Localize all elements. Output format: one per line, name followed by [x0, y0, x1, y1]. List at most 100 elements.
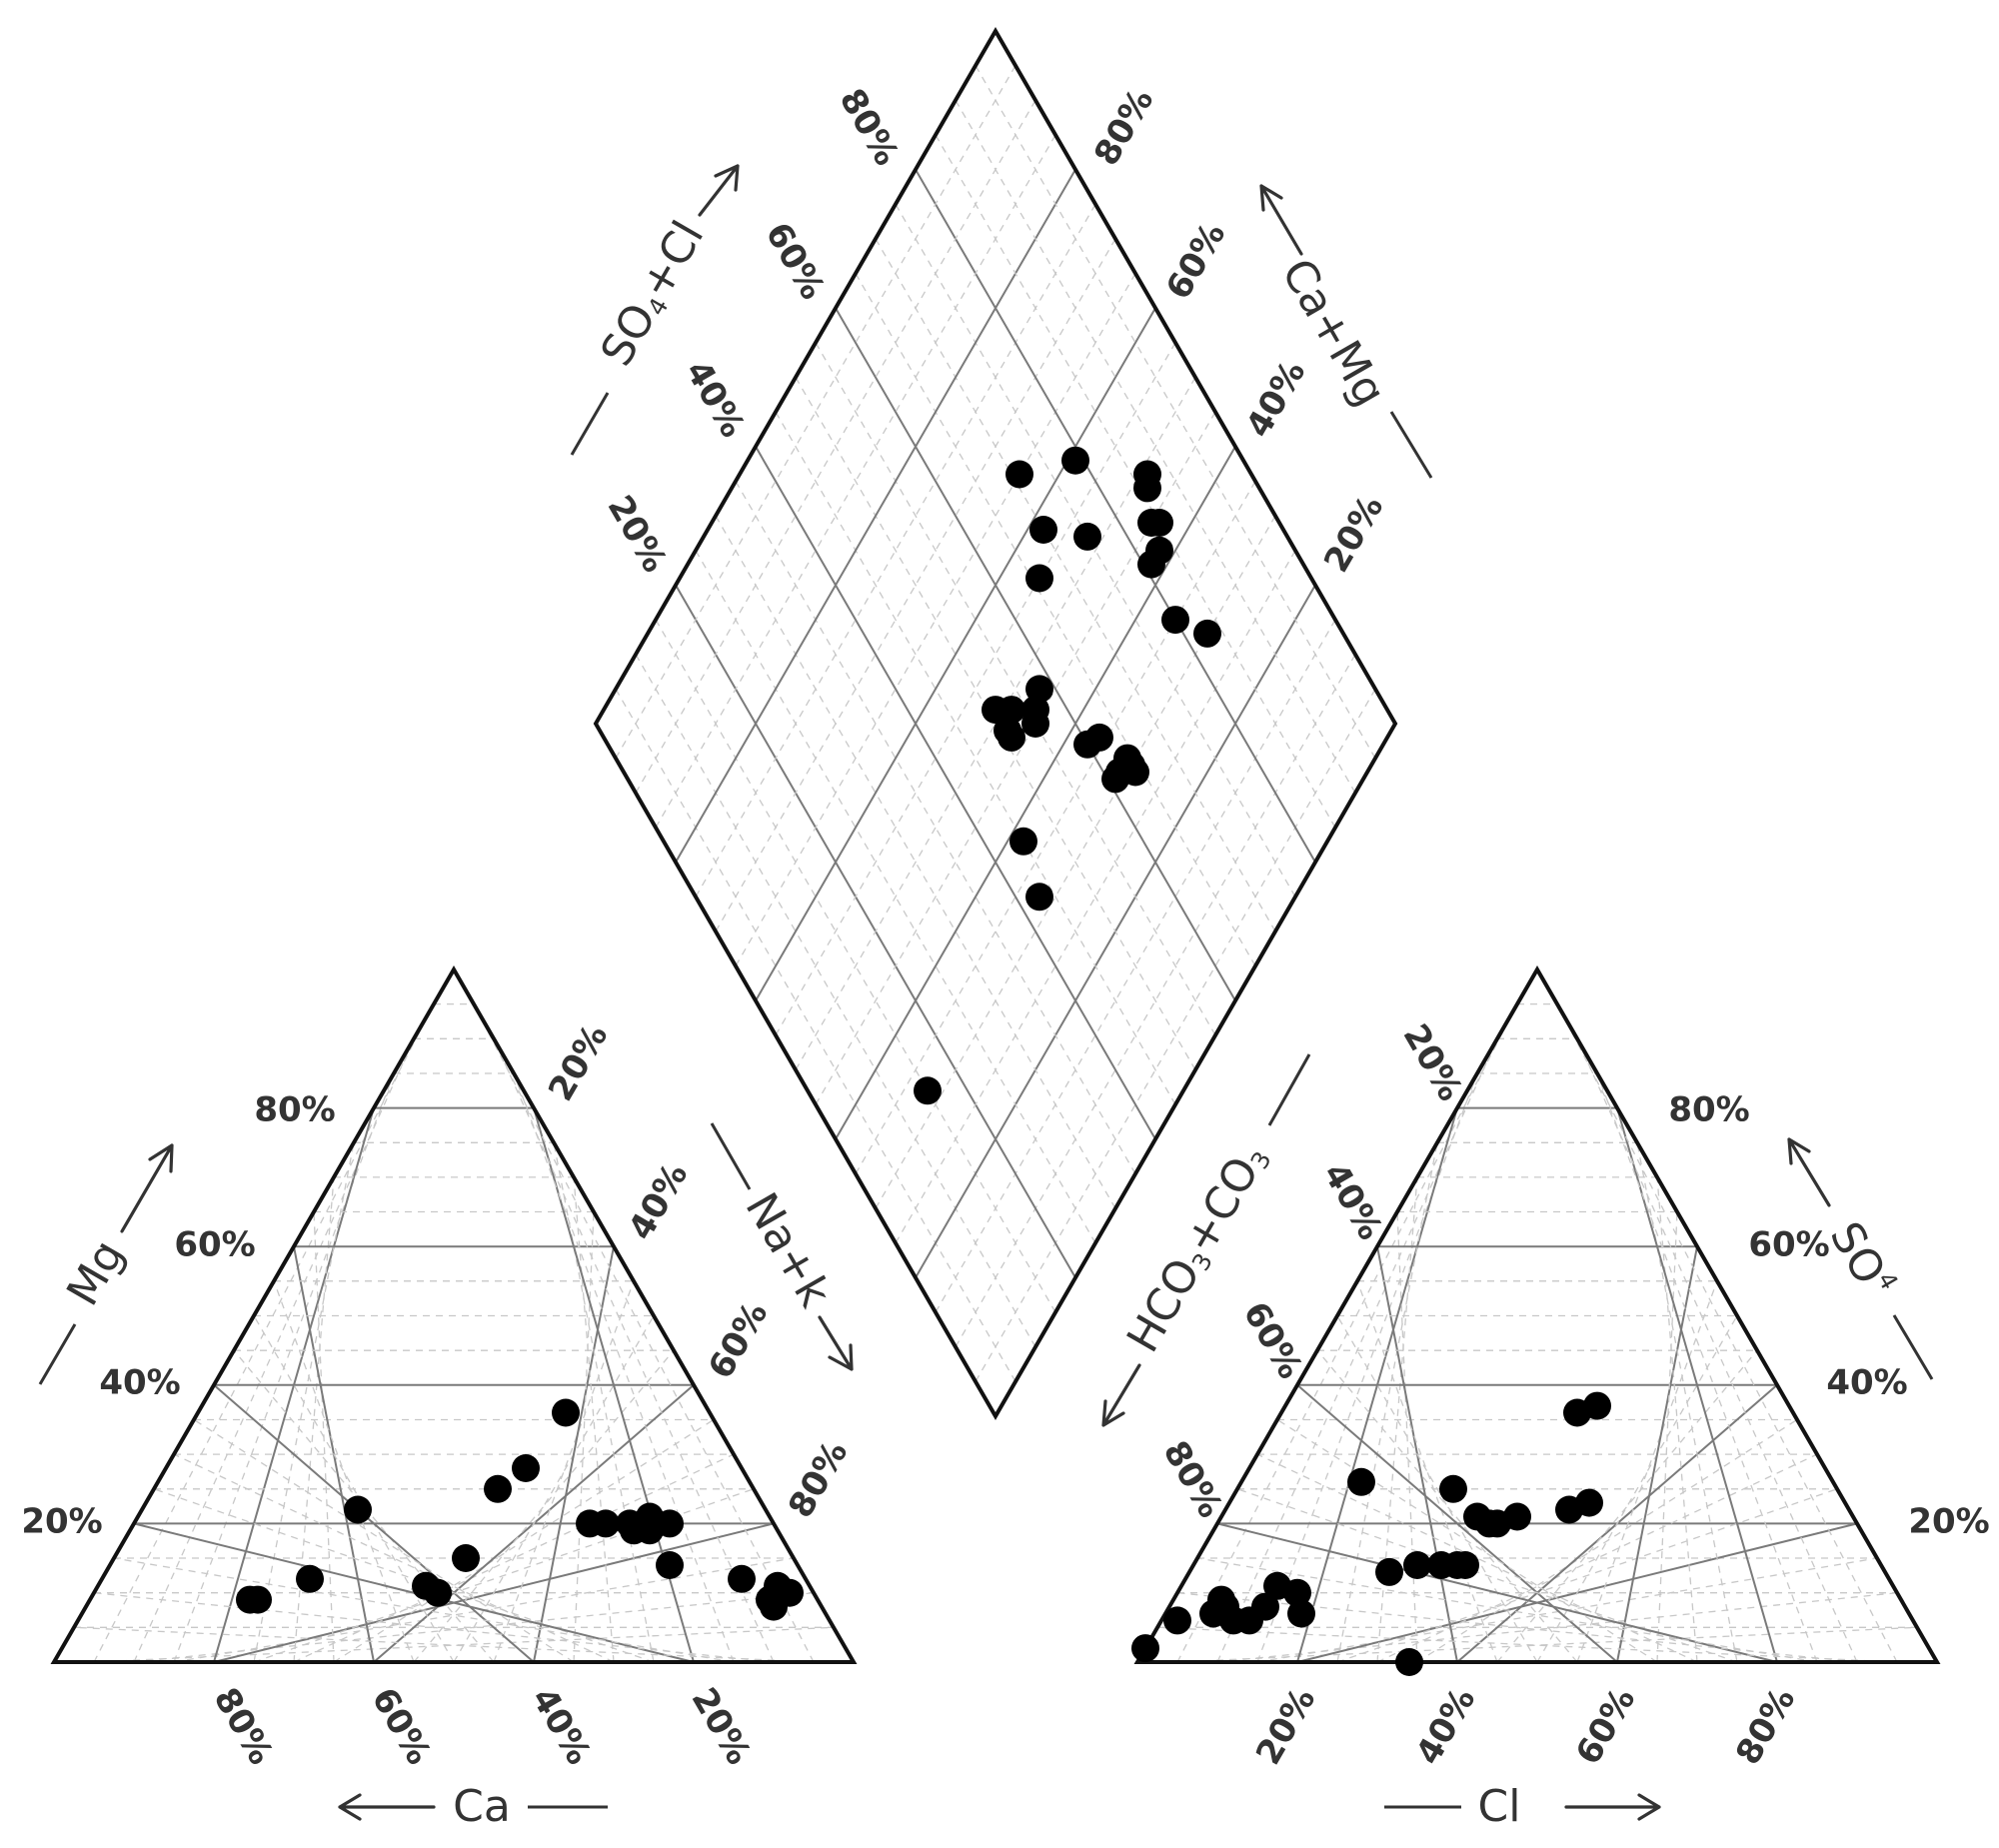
anion-grid-line [1216, 1522, 1778, 1663]
anion-grid-line [1176, 1626, 1918, 1663]
diamond-outline [593, 26, 1398, 1421]
diamond-grid-line [755, 307, 1156, 1001]
diamond-grid-line [655, 619, 1056, 1313]
diamond-sample-point [1025, 883, 1053, 912]
anion-sample-point [1575, 1488, 1603, 1517]
so4-cl-axis-label: SO4+Cl [591, 213, 714, 375]
cation-sample-point [344, 1495, 372, 1524]
mg-tick-label: 80% [254, 1090, 335, 1130]
diamond-grid-line [715, 238, 1116, 932]
so4-tick-label: 80% [1668, 1090, 1749, 1130]
cation-sample-point [484, 1474, 512, 1503]
anion-sample-point [1251, 1592, 1279, 1621]
cation-sample-point [296, 1564, 324, 1593]
mg-axis-label: Mg [57, 1231, 134, 1314]
anion-grid-line [1176, 1592, 1858, 1663]
anion-sample-point [1463, 1502, 1491, 1531]
cation-sample-point [592, 1509, 620, 1538]
mg-axis-title: Mg [38, 1143, 174, 1385]
ca-mg-tick-label: 20% [1316, 489, 1391, 579]
cation-sample-point [656, 1551, 684, 1579]
anion-grid-line [1616, 1246, 1698, 1663]
ca-mg-axis-title: Ca+Mg [1259, 184, 1433, 479]
hco3-co3-tick-label: 20% [1395, 1017, 1470, 1107]
diamond-grid-line [735, 481, 1136, 1174]
so4-cl-axis-title: SO4+Cl [570, 164, 740, 456]
diamond-sample-point [1145, 536, 1173, 565]
diamond-grid-line [975, 689, 1376, 1382]
hco3-co3-tick-label: 60% [1235, 1295, 1310, 1385]
na-k-tick-label: 80% [781, 1434, 856, 1524]
cation-grid-line [233, 1349, 495, 1663]
diamond-grid-line [735, 273, 1136, 966]
diamond-sample-point [1029, 516, 1057, 544]
diamond-grid-line [875, 238, 1276, 932]
ca-mg-tick-label: 80% [1086, 82, 1161, 172]
mg-tick-label: 20% [21, 1502, 102, 1542]
anion-grid-line [1236, 1488, 1738, 1663]
so4-cl-tick-label: 20% [600, 489, 675, 579]
anion-grid-line [1636, 1142, 1738, 1663]
diamond-sample-point [1009, 827, 1037, 856]
diamond-grid-line [895, 203, 1296, 898]
cation-grid-line [413, 1349, 675, 1663]
diamond-sample-point [1005, 460, 1033, 489]
cl-tick-label: 60% [1568, 1681, 1643, 1771]
cation-grid-line [573, 1176, 615, 1663]
ca-tick-label: 40% [524, 1681, 599, 1771]
anion-grid-line [1156, 1626, 1898, 1663]
cation-grid-line [173, 1453, 615, 1663]
cation-grid-line [253, 1488, 755, 1663]
diamond-sample-point [1105, 758, 1133, 787]
cation-sample-point [452, 1544, 480, 1572]
cl-axis-label: Cl [1478, 1781, 1521, 1832]
cation-grid-line [153, 1488, 655, 1663]
diamond-grid-line [775, 342, 1176, 1036]
anion-sample-point [1283, 1578, 1311, 1607]
cation-grid-line [573, 1211, 595, 1663]
so4-cl-tick-label: 80% [832, 82, 907, 172]
hco3-co3-tick-label: 80% [1155, 1434, 1230, 1524]
cation-triangle-outline [50, 964, 858, 1664]
cation-sample-point [424, 1578, 452, 1607]
anion-grid-line [1556, 1003, 1898, 1663]
so4-axis-label: SO4 [1820, 1213, 1904, 1306]
ca-tick-label: 80% [206, 1681, 281, 1771]
anion-sample-point [1375, 1557, 1403, 1586]
diamond-grid-line [815, 342, 1216, 1036]
diamond-sample-point [1021, 696, 1049, 725]
diamond-sample-point [998, 696, 1025, 725]
data-points [236, 446, 1611, 1676]
cation-grid-line [553, 1142, 655, 1663]
anion-triangle-outline [1133, 964, 1941, 1664]
diamond-grid-line [855, 273, 1256, 966]
diamond-grid-line [935, 619, 1336, 1313]
anion-grid-line [1276, 1418, 1658, 1663]
cation-sample-point [512, 1454, 540, 1482]
diamond-sample-point [1025, 564, 1053, 593]
diamond-grid-line [795, 377, 1196, 1070]
cation-grid-line [93, 1626, 835, 1663]
diamond-sample-point [1025, 675, 1053, 704]
anion-grid-line [1616, 1107, 1778, 1663]
so4-cl-tick-label: 40% [678, 354, 753, 444]
anion-grid-line [1656, 1176, 1698, 1663]
anion-grid-line [1576, 1038, 1858, 1663]
ca-axis-title: Ca [338, 1781, 608, 1832]
anion-sample-point [1163, 1606, 1191, 1635]
cl-tick-label: 80% [1728, 1681, 1803, 1771]
diamond-grid-line [755, 446, 1156, 1140]
cl-tick-label: 40% [1408, 1681, 1483, 1771]
cation-sample-point [728, 1564, 756, 1593]
so4-tick-label: 20% [1908, 1502, 1989, 1542]
diamond-grid-line [775, 411, 1176, 1105]
ca-tick-label: 20% [684, 1681, 759, 1771]
anion-sample-point [1347, 1467, 1375, 1496]
ca-mg-tick-label: 60% [1158, 216, 1233, 306]
diamond-grid-line [635, 654, 1036, 1348]
so4-cl-tick-label: 60% [758, 216, 833, 306]
ca-axis-label: Ca [453, 1781, 511, 1832]
diamond-sample-point [1137, 509, 1165, 537]
diamond-grid-line [615, 65, 1016, 759]
anion-grid-line [1596, 1072, 1818, 1663]
